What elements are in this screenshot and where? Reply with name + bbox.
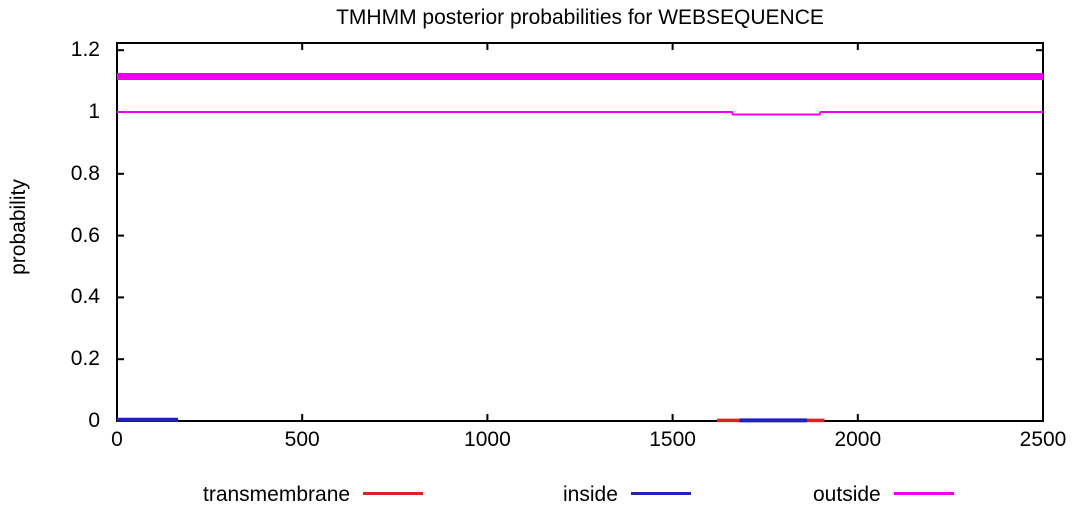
x-tick-label: 2000 [834, 428, 882, 451]
y-tick-label: 0 [88, 409, 100, 432]
legend-label-outside: outside [813, 483, 881, 506]
y-tick-label: 1.2 [70, 38, 100, 62]
x-tick-label: 2500 [1019, 428, 1067, 451]
y-tick-label: 0.8 [70, 161, 100, 185]
y-tick-label: 0.4 [70, 285, 100, 309]
legend-line-outside [893, 491, 954, 495]
legend-item-transmembrane: transmembrane [203, 482, 424, 508]
legend-line-transmembrane [363, 491, 424, 495]
plot-border [116, 42, 1044, 422]
y-tick-label: 0.6 [70, 223, 100, 247]
legend-item-inside: inside [563, 482, 691, 508]
legend-label-transmembrane: transmembrane [203, 483, 351, 506]
legend-label-inside: inside [563, 483, 618, 506]
y-tick-label: 1 [88, 100, 100, 123]
x-tick-label: 500 [284, 428, 320, 451]
series-outside [117, 111, 1043, 116]
x-tick-label: 1000 [464, 428, 511, 451]
legend-line-inside [630, 491, 691, 495]
x-tick-label: 1500 [649, 428, 696, 451]
legend: transmembrane inside outside [0, 482, 1076, 510]
x-tick-label: 0 [111, 428, 123, 451]
y-tick-label: 0.2 [70, 347, 100, 371]
legend-item-outside: outside [813, 482, 954, 508]
chart-title: TMHMM posterior probabilities for WEBSEQ… [336, 6, 824, 29]
